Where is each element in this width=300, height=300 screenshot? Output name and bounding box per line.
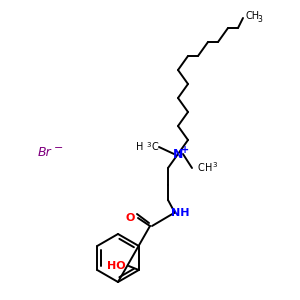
Text: H: H — [205, 163, 212, 173]
Text: NH: NH — [171, 208, 189, 218]
Text: CH: CH — [245, 11, 259, 21]
Text: H: H — [136, 142, 143, 152]
Text: 3: 3 — [146, 142, 151, 148]
Text: HO: HO — [107, 261, 126, 271]
Text: C: C — [198, 163, 205, 173]
Text: N: N — [173, 148, 183, 160]
Text: −: − — [54, 143, 63, 153]
Text: 3: 3 — [212, 162, 217, 168]
Text: Br: Br — [38, 146, 52, 158]
Text: 3: 3 — [257, 14, 262, 23]
Text: O: O — [125, 213, 135, 223]
Text: C: C — [152, 142, 159, 152]
Text: +: + — [181, 145, 189, 155]
